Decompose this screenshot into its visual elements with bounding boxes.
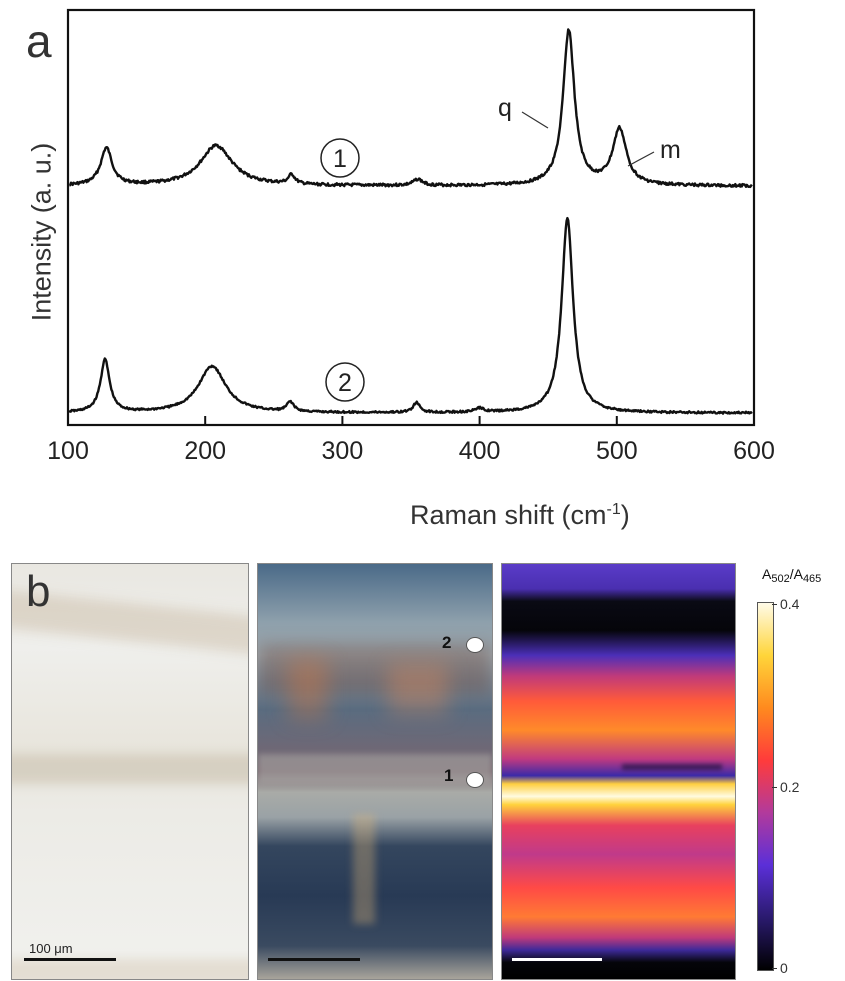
colored-fibers: [258, 644, 492, 694]
measurement-point-2: [466, 637, 484, 653]
annotation-leader-m: [627, 151, 655, 167]
map-dark-inclusions: [622, 764, 722, 770]
measurement-point-1: [466, 772, 484, 788]
y-axis-label: Intensity (a. u.): [26, 142, 57, 322]
colorbar-tick-mark: [772, 787, 777, 788]
colorbar-tick-label: 0: [780, 960, 788, 976]
colored-fibers: [388, 664, 448, 714]
series-marker-label-2: 2: [338, 369, 352, 397]
x-tick-label: 200: [184, 437, 226, 465]
panel-a-label: a: [26, 15, 52, 67]
scale-bar: [24, 958, 116, 961]
colorbar-tick-label: 0.2: [780, 779, 800, 795]
annotation-leader-q: [521, 111, 549, 129]
x-tick-label: 600: [733, 437, 775, 465]
series-marker-circle-1: [320, 138, 360, 178]
x-axis-label: Raman shift (cm-1): [410, 500, 630, 531]
colorbar-tick-label: 0.4: [780, 596, 800, 612]
colorbar-tick-mark: [772, 968, 777, 969]
scale-bar-label: 100 μm: [29, 941, 73, 956]
plot-frame: [66, 8, 756, 427]
annotation-label-q: q: [498, 94, 512, 122]
granular-band: [258, 754, 492, 784]
colorbar: [757, 602, 774, 971]
x-tick-label: 400: [459, 437, 501, 465]
raman-ratio-map: [501, 563, 736, 980]
x-tick-label: 500: [596, 437, 638, 465]
series-marker-circle-2: [325, 362, 365, 402]
measurement-point-2-label: 2: [442, 633, 452, 652]
x-axis-label-main: Raman shift (cm: [410, 500, 607, 530]
colored-fibers: [288, 659, 328, 719]
band-stain: [12, 959, 248, 979]
spectrum-line-1: [69, 28, 753, 189]
panel-b-label: b: [26, 567, 51, 616]
colorbar-tick-mark: [772, 604, 777, 605]
scale-bar: [268, 958, 360, 961]
x-axis-label-end: ): [620, 500, 630, 530]
series-marker-label-1: 1: [333, 145, 347, 173]
annotation-label-m: m: [660, 136, 681, 164]
band-stain: [12, 754, 248, 784]
colorbar-title: A502/A465: [762, 566, 822, 585]
colored-fibers: [353, 814, 375, 924]
polarized-micrograph: 2 1: [257, 563, 493, 980]
x-axis-ticks: 100 200 300 400 500 600: [47, 416, 775, 465]
scale-bar: [512, 958, 602, 961]
x-tick-label: 300: [322, 437, 364, 465]
spectrum-line-2: [68, 216, 753, 415]
x-tick-label: 100: [47, 437, 89, 465]
x-axis-label-unit-exponent: -1: [606, 501, 621, 518]
optical-micrograph: 100 μm: [11, 563, 249, 980]
raman-spectra-chart: 100 200 300 400 500 600 1 2 q m: [47, 8, 775, 465]
spectra-series: 1 2 q m: [68, 28, 753, 415]
measurement-point-1-label: 1: [444, 766, 454, 785]
